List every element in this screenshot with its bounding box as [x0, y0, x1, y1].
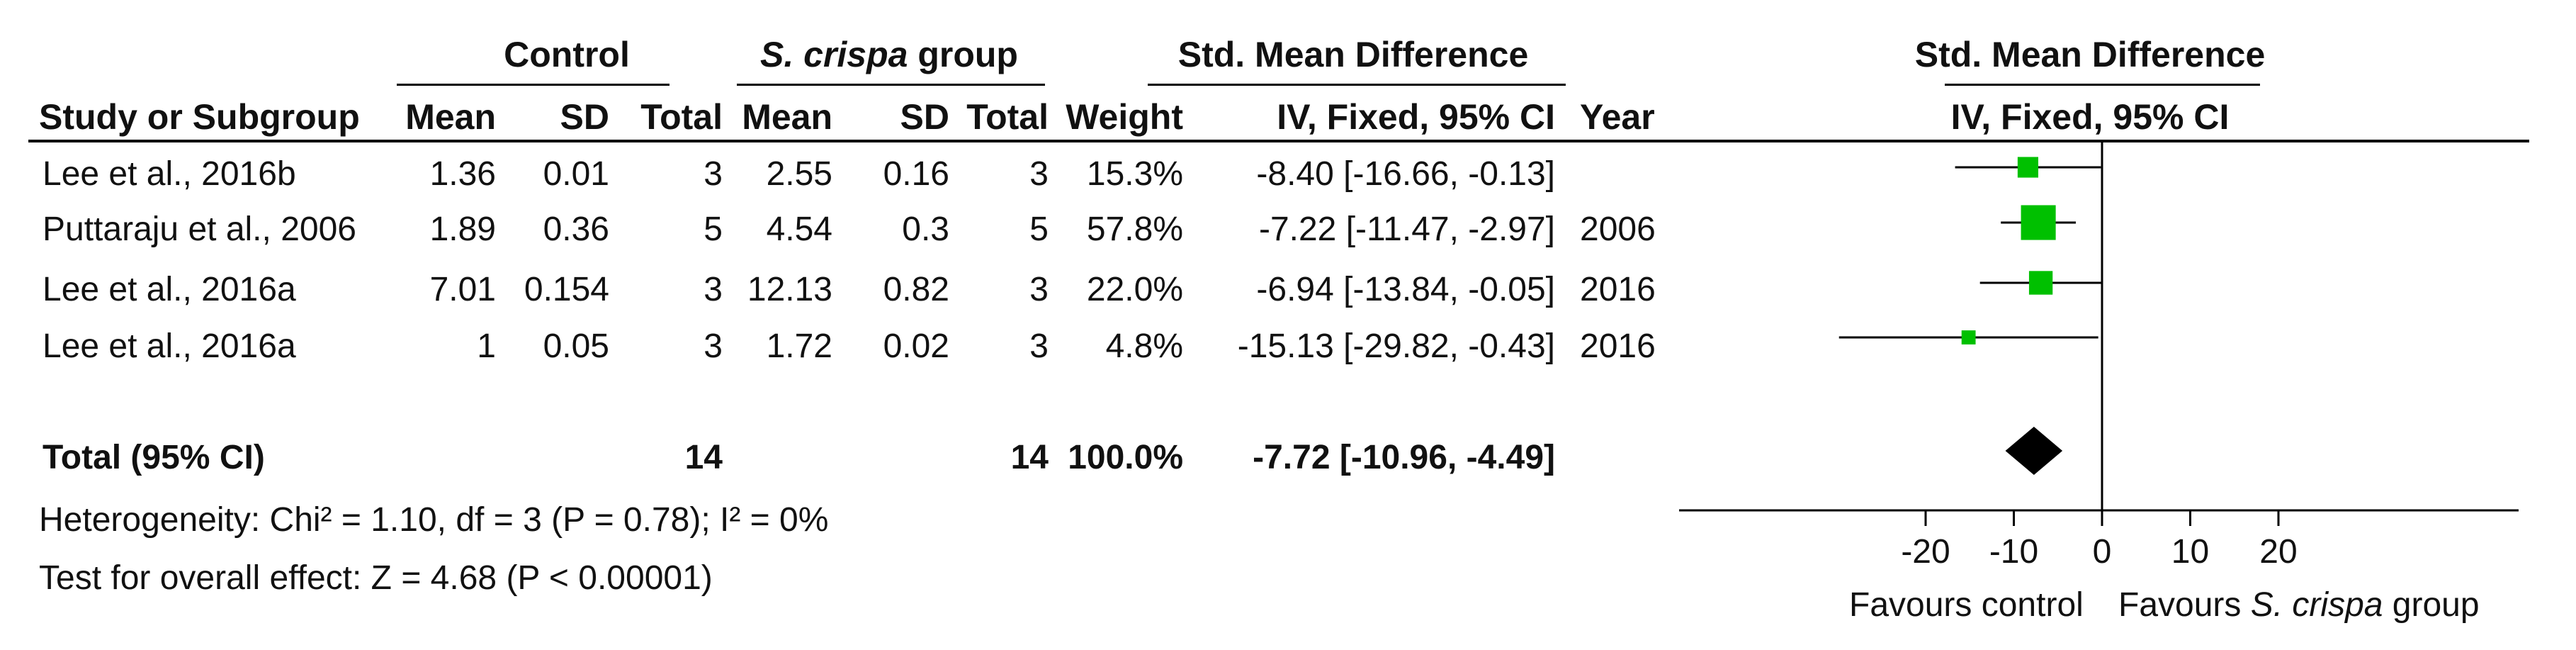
study-markers — [1838, 157, 2102, 344]
col-study: Study or Subgroup — [39, 97, 360, 137]
plot-method: IV, Fixed, 95% CI — [1950, 97, 2230, 137]
treatment-total: 3 — [1029, 155, 1049, 193]
study-name: Puttaraju et al., 2006 — [43, 211, 356, 248]
col-weight: Weight — [1066, 97, 1183, 137]
treatment-mean: 2.55 — [766, 155, 832, 193]
control-total: 3 — [704, 271, 723, 308]
overall-effect-note: Test for overall effect: Z = 4.68 (P < 0… — [39, 559, 713, 597]
study-name: Lee et al., 2016a — [43, 327, 296, 365]
x-axis-ticks: -20 -10 0 10 20 — [1901, 510, 2298, 571]
weight: 57.8% — [1086, 211, 1183, 248]
control-sd: 0.36 — [543, 211, 609, 248]
heterogeneity-note: Heterogeneity: Chi² = 1.10, df = 3 (P = … — [39, 501, 829, 539]
col-year: Year — [1580, 97, 1655, 137]
control-header-underline — [397, 84, 670, 86]
treatment-mean: 1.72 — [766, 327, 832, 365]
treatment-mean: 12.13 — [747, 271, 832, 308]
control-group-header: Control — [504, 35, 630, 74]
control-total: 3 — [704, 327, 723, 365]
control-mean: 1.36 — [429, 155, 496, 193]
control-sd: 0.01 — [543, 155, 609, 193]
total-label: Total (95% CI) — [43, 439, 265, 476]
col-treatment-sd: SD — [900, 97, 949, 137]
study-weight-square — [2021, 205, 2056, 240]
total-control-n: 14 — [684, 439, 723, 476]
treatment-group-header: S. crispa group — [760, 35, 1018, 74]
plot-title: Std. Mean Difference — [1914, 35, 2266, 74]
weight: 15.3% — [1086, 155, 1183, 193]
ci-text: -8.40 [-16.66, -0.13] — [1256, 155, 1555, 193]
study-weight-square — [2028, 271, 2053, 295]
treatment-sd: 0.3 — [902, 211, 949, 248]
x-tick-label: -20 — [1901, 533, 1950, 571]
control-sd: 0.154 — [524, 271, 609, 308]
plot-header-underline — [1945, 84, 2260, 86]
treatment-mean: 4.54 — [766, 211, 832, 248]
total-treatment-n: 14 — [1010, 439, 1049, 476]
effect-header-underline — [1148, 84, 1566, 86]
treatment-total: 3 — [1029, 327, 1049, 365]
x-tick-label: 20 — [2259, 533, 2297, 571]
ci-text: -7.22 [-11.47, -2.97] — [1258, 211, 1555, 248]
study-name: Lee et al., 2016b — [43, 155, 296, 193]
treatment-total: 3 — [1029, 271, 1049, 308]
col-treatment-total: Total — [966, 97, 1049, 137]
col-control-total: Total — [640, 97, 723, 137]
pooled-estimate-diamond — [2005, 427, 2063, 475]
treatment-header-underline — [737, 84, 1045, 86]
x-tick-label: 0 — [2093, 533, 2112, 571]
ci-text: -15.13 [-29.82, -0.43] — [1237, 327, 1555, 365]
control-mean: 1.89 — [429, 211, 496, 248]
year: 2016 — [1580, 271, 1656, 308]
control-mean: 7.01 — [429, 271, 496, 308]
header-bottom-rule — [28, 140, 2529, 142]
control-total: 3 — [704, 155, 723, 193]
treatment-sd: 0.82 — [883, 271, 949, 308]
study-weight-square — [1961, 330, 1976, 344]
x-tick-label: 10 — [2171, 533, 2209, 571]
control-sd: 0.05 — [543, 327, 609, 365]
treatment-total: 5 — [1029, 211, 1049, 248]
control-mean: 1 — [477, 327, 496, 365]
effect-measure-header: Std. Mean Difference — [1177, 35, 1529, 74]
treatment-sd: 0.16 — [883, 155, 949, 193]
ci-text: -6.94 [-13.84, -0.05] — [1256, 271, 1555, 308]
col-control-mean: Mean — [405, 97, 496, 137]
total-ci-text: -7.72 [-10.96, -4.49] — [1253, 439, 1555, 476]
total-weight: 100.0% — [1068, 439, 1183, 476]
col-treatment-mean: Mean — [742, 97, 832, 137]
study-weight-square — [2017, 157, 2038, 178]
control-total: 5 — [704, 211, 723, 248]
favours-treatment-label: Favours S. crispa group — [2118, 586, 2480, 624]
weight: 22.0% — [1086, 271, 1183, 308]
weight: 4.8% — [1105, 327, 1183, 365]
col-control-sd: SD — [560, 97, 609, 137]
treatment-sd: 0.02 — [883, 327, 949, 365]
x-tick-label: -10 — [1989, 533, 2038, 571]
year: 2006 — [1580, 211, 1656, 248]
col-method: IV, Fixed, 95% CI — [1277, 97, 1555, 137]
year: 2016 — [1580, 327, 1656, 365]
favours-control-label: Favours control — [1849, 586, 2084, 624]
study-name: Lee et al., 2016a — [43, 271, 296, 308]
